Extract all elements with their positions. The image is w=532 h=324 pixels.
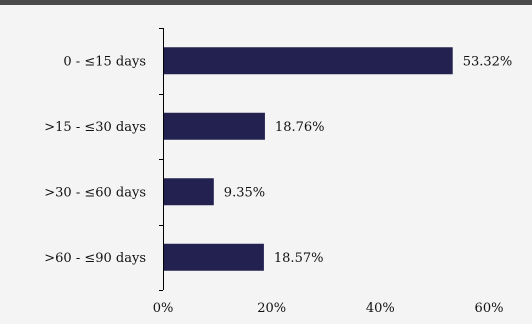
bar <box>164 243 264 271</box>
data-label: 18.76% <box>275 120 325 135</box>
x-tick-label: 60% <box>475 301 504 316</box>
data-label: 18.57% <box>274 251 324 266</box>
category-label: >30 - ≤60 days <box>44 185 146 200</box>
category-label: >15 - ≤30 days <box>44 120 146 135</box>
chart-bars <box>164 47 453 271</box>
bar <box>164 178 214 206</box>
chart-labels: 0% 20% 40% 60% 0 - ≤15 days 53.32% >15 - ≤30 d… <box>44 54 512 316</box>
top-border-bar <box>0 0 532 5</box>
chart-axes <box>159 28 164 291</box>
bar <box>164 112 265 140</box>
category-label: 0 - ≤15 days <box>63 54 146 69</box>
x-tick-label: 40% <box>366 301 395 316</box>
x-tick-label: 20% <box>257 301 286 316</box>
x-tick-label: 0% <box>153 301 174 316</box>
category-label: >60 - ≤90 days <box>44 251 146 266</box>
data-label: 53.32% <box>463 54 513 69</box>
data-label: 9.35% <box>224 185 265 200</box>
bar <box>164 47 453 75</box>
